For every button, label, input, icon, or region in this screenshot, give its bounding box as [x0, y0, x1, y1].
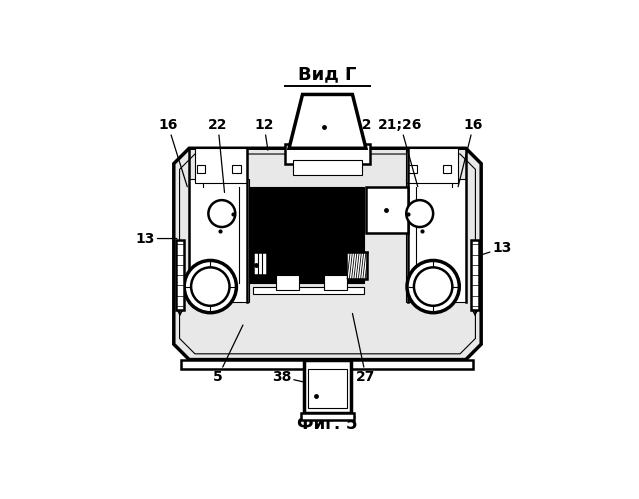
Text: Вид Г: Вид Г — [298, 65, 357, 83]
Text: 27: 27 — [353, 313, 376, 384]
Text: 37: 37 — [314, 118, 334, 132]
Bar — [176, 241, 184, 309]
Bar — [471, 241, 479, 309]
Text: 5: 5 — [213, 325, 243, 384]
Text: 38: 38 — [272, 370, 315, 385]
Text: 16: 16 — [158, 118, 187, 187]
Bar — [366, 187, 408, 233]
Text: 12: 12 — [254, 118, 274, 150]
Bar — [181, 360, 473, 369]
Bar — [346, 252, 367, 279]
Text: 16: 16 — [458, 118, 483, 187]
Circle shape — [184, 260, 236, 313]
Bar — [189, 179, 249, 302]
Bar — [252, 286, 364, 294]
Bar — [285, 144, 370, 164]
Text: Фиг. 5: Фиг. 5 — [297, 415, 358, 433]
Bar — [232, 165, 241, 173]
Bar — [323, 275, 347, 290]
Text: 21;26: 21;26 — [378, 118, 422, 187]
Polygon shape — [289, 94, 366, 148]
Text: 12: 12 — [352, 118, 372, 150]
Bar — [304, 360, 351, 413]
Text: 13: 13 — [135, 232, 177, 246]
Circle shape — [407, 260, 459, 313]
Bar — [293, 160, 362, 175]
Bar — [275, 275, 298, 290]
Bar — [408, 165, 417, 173]
Text: 13: 13 — [478, 241, 512, 256]
Bar — [258, 249, 262, 278]
Bar — [249, 187, 364, 283]
Bar — [300, 413, 355, 420]
Bar — [252, 252, 267, 275]
Circle shape — [191, 267, 229, 306]
Bar — [443, 165, 451, 173]
Bar — [249, 187, 364, 283]
Polygon shape — [174, 148, 481, 360]
Circle shape — [414, 267, 452, 306]
Bar — [406, 148, 458, 183]
Bar — [197, 165, 205, 173]
Bar — [195, 148, 247, 183]
Circle shape — [406, 200, 433, 227]
Text: 22: 22 — [208, 118, 227, 193]
Bar — [406, 179, 466, 302]
Circle shape — [208, 200, 235, 227]
Bar — [308, 369, 347, 408]
